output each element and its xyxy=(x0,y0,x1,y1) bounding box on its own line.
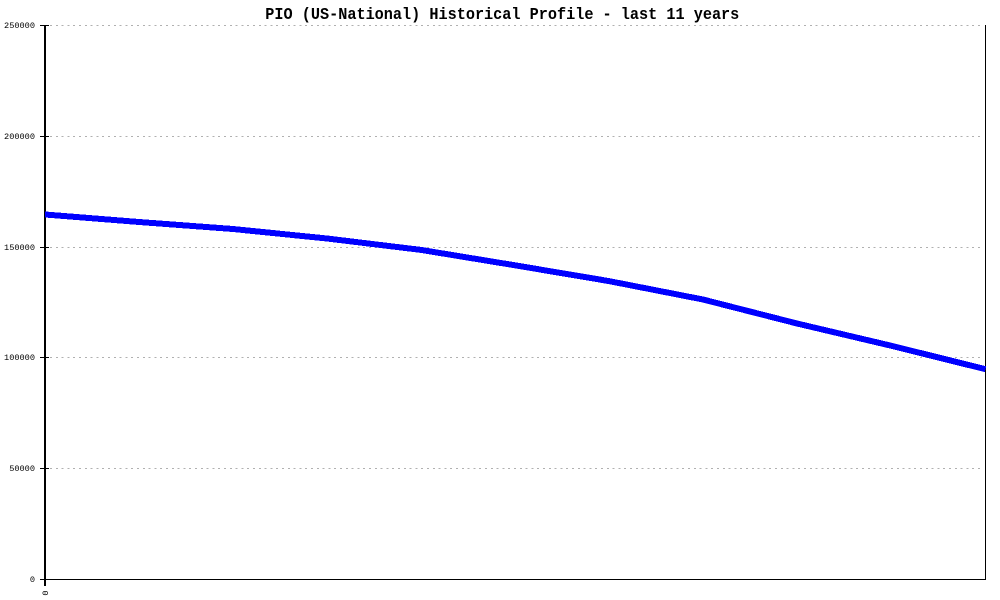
svg-text:150000: 150000 xyxy=(4,243,35,253)
svg-text:100000: 100000 xyxy=(4,353,35,363)
svg-text:250000: 250000 xyxy=(4,21,35,31)
svg-text:0: 0 xyxy=(30,575,35,585)
svg-text:0: 0 xyxy=(41,590,51,595)
svg-text:50000: 50000 xyxy=(9,464,35,474)
svg-text:PIO (US-National) Historical P: PIO (US-National) Historical Profile - l… xyxy=(265,6,739,25)
svg-text:200000: 200000 xyxy=(4,132,35,142)
